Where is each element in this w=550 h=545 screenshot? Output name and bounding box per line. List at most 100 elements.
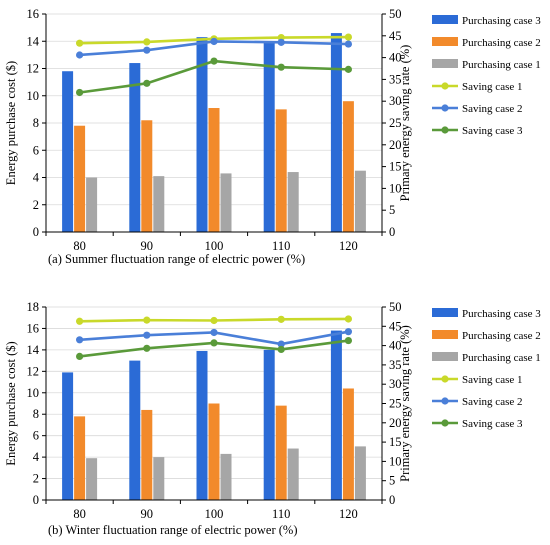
winter-bar-purchasing-case-1 (354, 446, 366, 500)
winter-point-saving-case-2 (277, 340, 285, 348)
winter-legend-marker (441, 375, 449, 383)
winter-bar-purchasing-case-3 (62, 372, 74, 500)
winter-left-tick-label: 0 (33, 493, 39, 507)
winter-point-saving-case-2 (76, 336, 84, 344)
summer-y-axis-title: Energy purchase cost ($) (4, 61, 18, 185)
winter-bar-purchasing-case-2 (342, 388, 354, 500)
summer-point-saving-case-1 (143, 38, 151, 46)
winter-right-tick-label: 5 (389, 474, 395, 488)
summer-left-tick-label: 16 (27, 7, 40, 21)
winter-right-tick-label: 15 (389, 435, 402, 449)
summer-point-saving-case-3 (210, 57, 218, 65)
summer-right-tick-label: 0 (389, 225, 395, 239)
summer-legend-swatch (432, 15, 458, 24)
summer-chart-caption: (a) Summer fluctuation range of electric… (48, 252, 306, 266)
summer-x-tick-label: 100 (205, 239, 224, 253)
winter-bar-purchasing-case-1 (220, 453, 232, 500)
winter-left-tick-label: 4 (33, 450, 40, 464)
summer-bar-purchasing-case-2 (275, 109, 287, 232)
winter-point-saving-case-3 (277, 345, 285, 354)
summer-point-saving-case-3 (76, 88, 84, 97)
summer-right-tick-label: 45 (389, 29, 402, 43)
summer-legend-swatch (432, 37, 458, 46)
summer-bar-purchasing-case-1 (287, 172, 299, 232)
winter-point-saving-case-2 (344, 328, 352, 336)
winter-legend-marker (441, 419, 449, 427)
winter-right-tick-label: 0 (389, 493, 395, 507)
summer-left-tick-label: 10 (27, 89, 40, 103)
summer-point-saving-case-2 (277, 38, 285, 46)
summer-left-tick-label: 0 (33, 225, 39, 239)
winter-left-tick-label: 10 (27, 386, 40, 400)
winter-point-saving-case-1 (210, 316, 218, 325)
winter-right-tick-label: 40 (389, 339, 402, 353)
winter-bar-purchasing-case-2 (275, 405, 287, 500)
summer-left-tick-label: 6 (33, 143, 39, 157)
winter-right-tick-label: 50 (389, 300, 402, 314)
winter-bar-purchasing-case-1 (153, 457, 165, 500)
winter-point-saving-case-3 (76, 352, 84, 361)
winter-legend-marker (441, 397, 449, 405)
winter-point-saving-case-3 (143, 344, 151, 352)
summer-legend-label: Saving case 2 (462, 103, 522, 115)
winter-left-tick-label: 12 (27, 364, 40, 378)
summer-bar-purchasing-case-1 (86, 177, 98, 232)
summer-x-tick-label: 120 (339, 239, 358, 253)
summer-legend-marker (441, 104, 449, 112)
winter-right-tick-label: 10 (389, 454, 402, 468)
winter-point-saving-case-1 (344, 315, 352, 323)
winter-bar-purchasing-case-2 (74, 416, 86, 500)
summer-bar-purchasing-case-2 (74, 125, 86, 232)
winter-bar-purchasing-case-1 (287, 448, 299, 500)
summer-x-tick-label: 80 (73, 239, 86, 253)
summer-legend-label: Saving case 1 (462, 81, 522, 93)
summer-left-tick-label: 14 (27, 34, 40, 48)
summer-chart: 0 2 4 6 8 10 12 14 16 0 5 10 15 20 25 30 35 40 45 50 80 90 100… (4, 7, 541, 253)
winter-bar-purchasing-case-2 (141, 409, 153, 500)
summer-point-saving-case-2 (76, 51, 84, 59)
summer-legend-marker (441, 82, 449, 90)
winter-legend-label: Purchasing case 3 (462, 308, 541, 320)
winter-x-tick-label: 100 (205, 507, 224, 521)
summer-legend-swatch (432, 59, 458, 68)
winter-bar-purchasing-case-3 (196, 350, 208, 500)
summer-bar-purchasing-case-3 (62, 71, 74, 232)
winter-x-tick-label: 80 (73, 507, 86, 521)
summer-bar-purchasing-case-3 (196, 37, 208, 232)
winter-bar-purchasing-case-3 (263, 349, 275, 500)
summer-bar-purchasing-case-2 (208, 108, 220, 232)
winter-bar-purchasing-case-2 (208, 403, 220, 500)
winter-right-tick-label: 45 (389, 319, 402, 333)
winter-right-tick-label: 20 (389, 416, 402, 430)
summer-bar-purchasing-case-2 (342, 101, 354, 232)
winter-x-tick-label: 90 (141, 507, 154, 521)
summer-left-tick-label: 4 (33, 171, 40, 185)
winter-legend-label: Purchasing case 1 (462, 352, 541, 364)
summer-right-tick-label: 5 (389, 203, 395, 217)
winter-left-tick-label: 18 (27, 300, 40, 314)
winter-legend-swatch (432, 308, 458, 317)
summer-left-tick-label: 2 (33, 198, 39, 212)
winter-right-tick-label: 25 (389, 397, 402, 411)
winter-legend-label: Purchasing case 2 (462, 330, 541, 342)
winter-left-tick-label: 8 (33, 407, 39, 421)
summer-right-tick-label: 30 (389, 94, 402, 108)
winter-x-tick-label: 110 (272, 507, 290, 521)
winter-chart: 0 2 4 6 8 10 12 14 16 18 0 5 10 15 20 25 30 35 40 45 50 80 90 1… (4, 300, 541, 521)
winter-x-tick-label: 120 (339, 507, 358, 521)
winter-right-tick-label: 30 (389, 377, 402, 391)
winter-legend-swatch (432, 352, 458, 361)
summer-right-tick-label: 10 (389, 181, 402, 195)
summer-left-tick-label: 8 (33, 116, 39, 130)
summer-legend-label: Purchasing case 1 (462, 59, 541, 71)
summer-bar-purchasing-case-2 (141, 120, 153, 232)
winter-legend-label: Saving case 2 (462, 396, 522, 408)
summer-y2-axis-title: Primary energy saving rate (%) (398, 45, 412, 202)
winter-legend-swatch (432, 330, 458, 339)
summer-right-tick-label: 50 (389, 7, 402, 21)
summer-x-tick-label: 90 (141, 239, 154, 253)
summer-bar-purchasing-case-3 (330, 33, 342, 233)
winter-left-tick-label: 6 (33, 429, 39, 443)
winter-bar-purchasing-case-3 (129, 360, 141, 500)
winter-legend-label: Saving case 3 (462, 418, 523, 430)
